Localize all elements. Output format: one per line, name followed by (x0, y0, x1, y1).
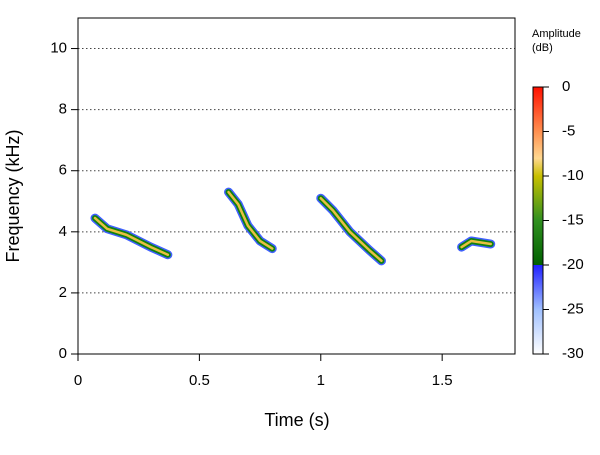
colorbar (532, 86, 544, 355)
y-tick-label: 8 (59, 101, 67, 118)
y-tick-label: 6 (59, 162, 67, 179)
call-contour (227, 190, 274, 250)
x-tick-label: 0.5 (189, 372, 210, 389)
plot-frame (77, 17, 516, 355)
colorbar-title: (dB) (532, 42, 553, 54)
x-tick-label: 0 (74, 372, 82, 389)
call-contour (319, 196, 383, 263)
x-tick-label: 1 (317, 372, 325, 389)
colorbar-tick-label: -15 (562, 211, 584, 228)
call-contour (93, 216, 170, 256)
colorbar-tick-label: 0 (562, 78, 570, 95)
y-axis-label: Frequency (kHz) (3, 129, 23, 262)
colorbar-title: Amplitude (532, 28, 581, 40)
y-tick-label: 4 (59, 223, 67, 240)
y-tick-label: 2 (59, 284, 67, 301)
colorbar-tick-label: -5 (562, 122, 575, 139)
y-tick-label: 10 (50, 40, 67, 57)
colorbar-tick-label: -20 (562, 256, 584, 273)
x-tick-label: 1.5 (432, 372, 453, 389)
call-contour (460, 239, 492, 249)
colorbar-tick-label: -25 (562, 300, 584, 317)
colorbar-tick-label: -10 (562, 167, 584, 184)
colorbar-tick-label: -30 (562, 345, 584, 362)
x-axis-label: Time (s) (264, 410, 329, 430)
y-tick-label: 0 (59, 345, 67, 362)
